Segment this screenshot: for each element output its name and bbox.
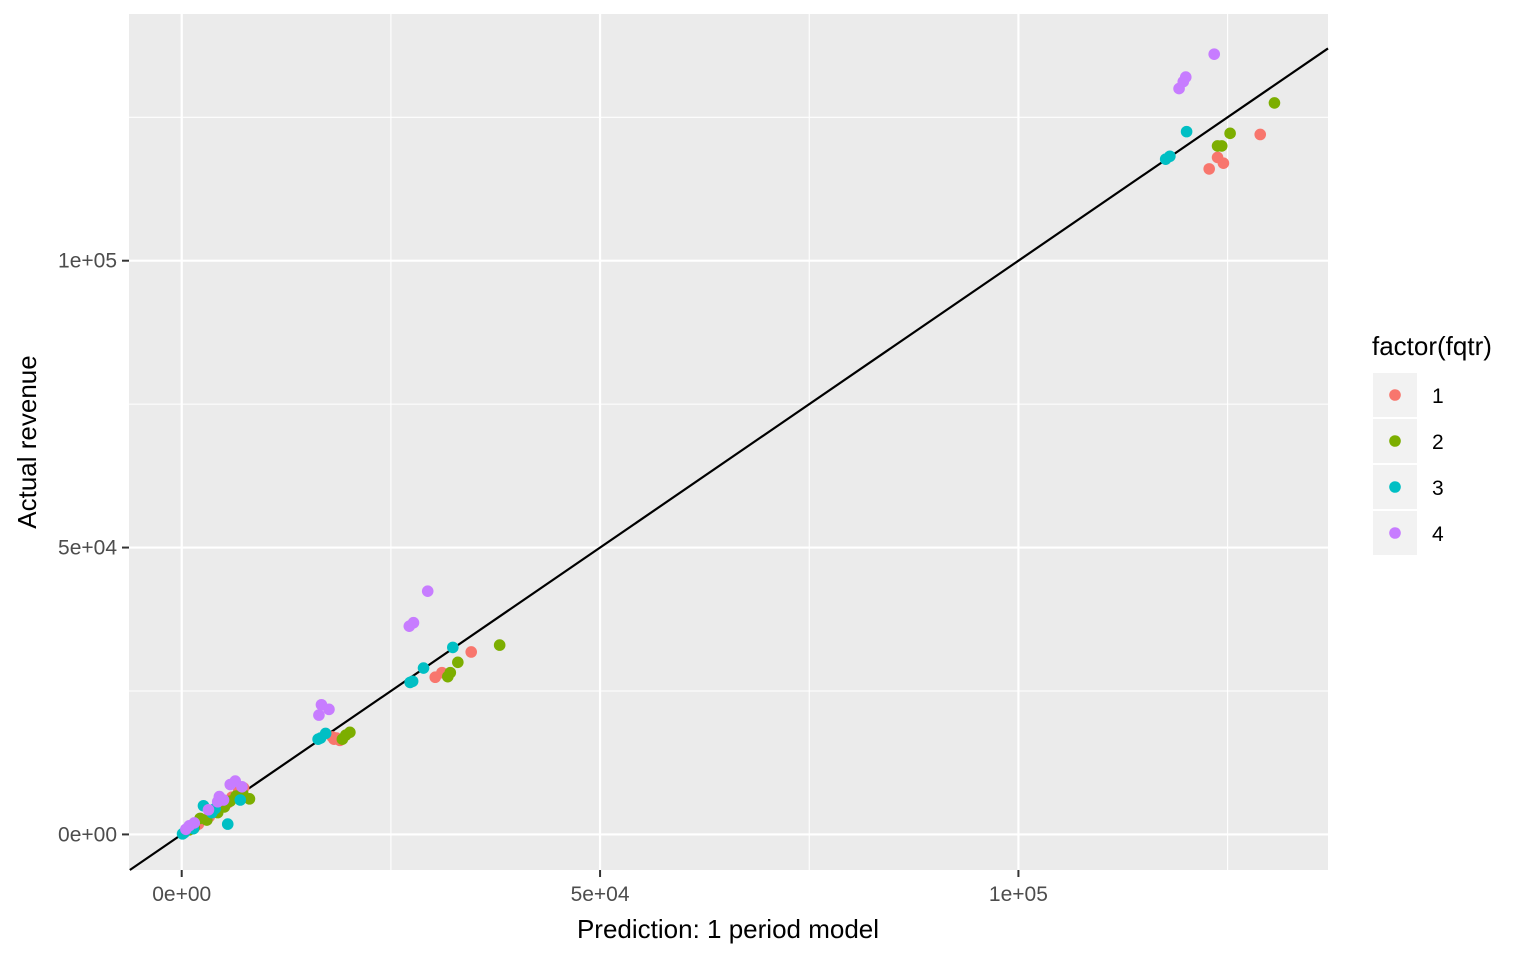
data-point-fqtr-2 — [493, 639, 506, 651]
data-point-fqtr-4 — [211, 795, 224, 808]
data-point-fqtr-1 — [1254, 128, 1267, 141]
legend-entry-label: 3 — [1432, 477, 1444, 500]
data-point-fqtr-2 — [441, 670, 454, 683]
y-tick-label: 5e+04 — [58, 537, 117, 560]
data-points — [176, 48, 1281, 840]
legend-entry-label: 4 — [1432, 523, 1444, 546]
x-tick-label: 1e+05 — [989, 883, 1048, 906]
data-point-fqtr-4 — [224, 778, 237, 791]
data-point-fqtr-1 — [429, 671, 442, 684]
data-point-fqtr-4 — [1173, 82, 1185, 95]
data-point-fqtr-3 — [1159, 153, 1172, 165]
data-point-fqtr-4 — [313, 709, 325, 721]
legend-key-symbol — [1389, 481, 1401, 493]
grid-lines — [129, 14, 1328, 870]
panel-background — [129, 14, 1328, 870]
data-point-fqtr-3 — [312, 733, 324, 745]
data-point-fqtr-4 — [180, 823, 192, 836]
data-point-fqtr-1 — [1211, 151, 1224, 164]
legend-title: factor(fqtr) — [1372, 331, 1492, 361]
x-axis: 0e+00 5e+04 1e+05 — [152, 870, 1048, 906]
data-point-fqtr-4 — [1208, 48, 1221, 60]
y-tick-label: 1e+05 — [58, 250, 117, 273]
data-point-fqtr-2 — [1268, 97, 1281, 109]
data-point-fqtr-4 — [236, 781, 248, 793]
x-tick-label: 5e+04 — [571, 883, 630, 906]
data-point-fqtr-1 — [1203, 163, 1215, 175]
data-point-fqtr-1 — [465, 646, 478, 658]
x-axis-label: Prediction: 1 period model — [577, 914, 879, 944]
data-point-fqtr-3 — [404, 676, 416, 689]
data-point-fqtr-3 — [1180, 125, 1193, 138]
data-point-fqtr-3 — [221, 818, 234, 830]
data-point-fqtr-4 — [202, 803, 215, 816]
data-point-fqtr-3 — [234, 794, 247, 806]
data-point-fqtr-3 — [417, 662, 430, 674]
data-point-fqtr-4 — [403, 620, 416, 632]
data-point-fqtr-4 — [421, 585, 434, 597]
data-point-fqtr-4 — [315, 698, 328, 711]
legend-key-symbol — [1389, 389, 1401, 401]
data-point-fqtr-3 — [447, 641, 459, 654]
y-axis: 0e+00 5e+04 1e+05 — [58, 250, 129, 846]
data-point-fqtr-2 — [1224, 127, 1236, 140]
data-point-fqtr-1 — [328, 733, 340, 745]
legend: factor(fqtr) 1 2 3 4 — [1372, 331, 1492, 555]
data-point-fqtr-2 — [336, 733, 349, 745]
legend-key-symbol — [1389, 527, 1401, 539]
x-tick-label: 0e+00 — [152, 883, 211, 906]
data-point-fqtr-2 — [452, 656, 464, 669]
legend-key-symbol — [1389, 435, 1401, 447]
legend-entry-label: 2 — [1432, 431, 1444, 454]
y-tick-label: 0e+00 — [58, 823, 117, 846]
legend-entry-label: 1 — [1432, 385, 1444, 408]
data-point-fqtr-2 — [1211, 140, 1224, 152]
y-axis-label: Actual revenue — [12, 355, 42, 528]
